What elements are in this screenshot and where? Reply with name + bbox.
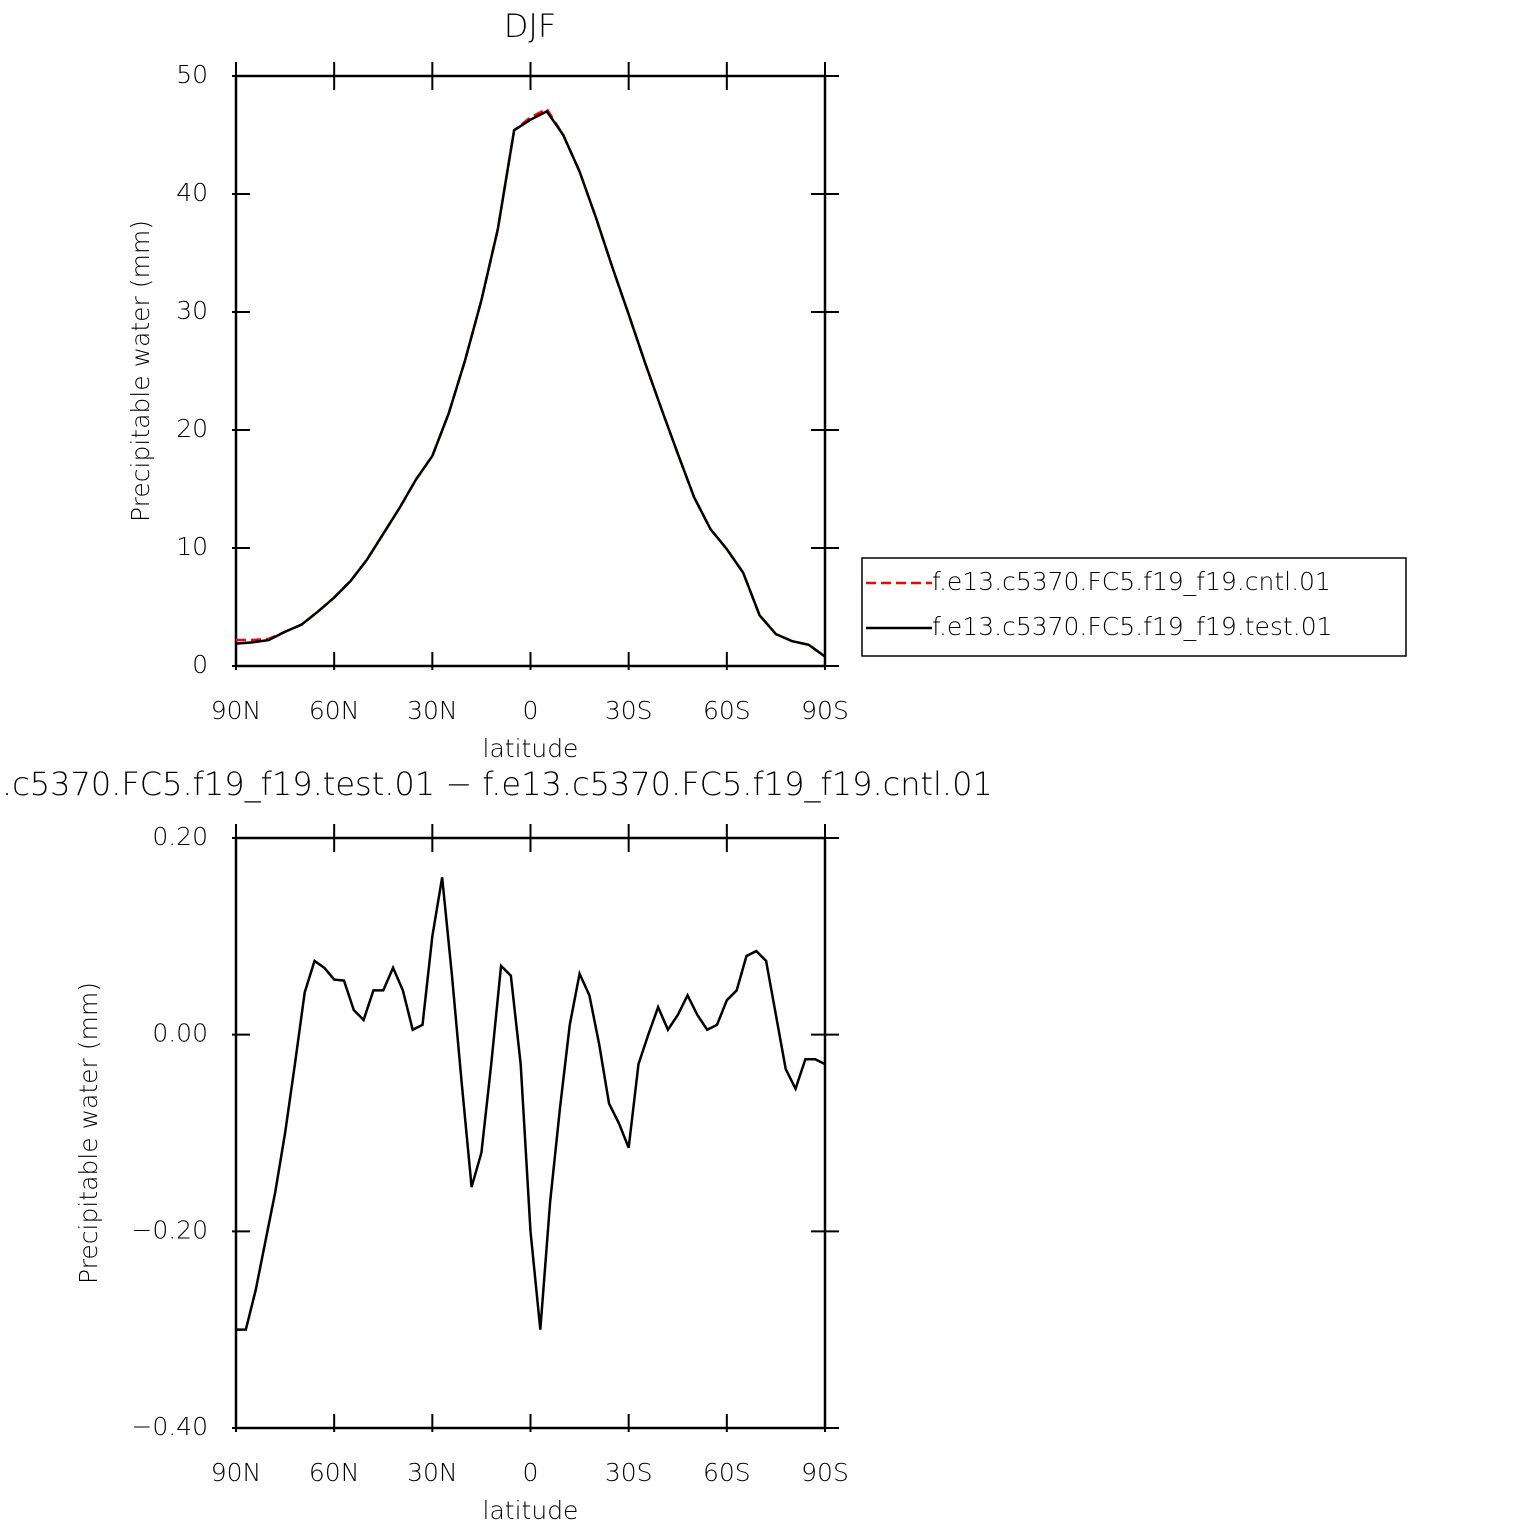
x-tick-label: 30N [407, 1458, 458, 1487]
y-tick-label: −0.20 [131, 1215, 208, 1244]
chart-title: DJF [504, 7, 556, 45]
x-tick-label: 30S [605, 696, 653, 725]
x-tick-label: 60N [309, 696, 360, 725]
y-tick-label: 30 [176, 296, 208, 325]
data-line [236, 877, 826, 1331]
x-tick-label: 90N [211, 696, 262, 725]
plot-frame [234, 74, 827, 668]
x-tick-label: 0 [523, 1458, 539, 1487]
legend-box [861, 557, 1407, 657]
x-tick-label: 30S [605, 1458, 653, 1487]
y-axis-label: Precipitable water (mm) [126, 220, 155, 522]
y-tick-label: 50 [176, 60, 208, 89]
legend-label: f.e13.c5370.FC5.f19_f19.cntl.01 [932, 567, 1331, 596]
x-axis-label: latitude [483, 734, 579, 763]
y-axis-label: Precipitable water (mm) [74, 982, 103, 1284]
data-line [235, 109, 826, 658]
x-tick-label: 90S [801, 1458, 849, 1487]
y-tick-label: −0.40 [131, 1412, 208, 1441]
y-tick-label: 10 [176, 532, 208, 561]
chart-title: .c5370.FC5.f19_f19.test.01 − f.e13.c5370… [2, 765, 993, 803]
x-tick-label: 60S [703, 1458, 751, 1487]
y-tick-label: 0.00 [152, 1019, 208, 1048]
plot-frame [234, 836, 827, 1430]
x-axis-label: latitude [483, 1496, 579, 1525]
data-line [236, 107, 826, 658]
y-tick-label: 0 [192, 650, 208, 679]
y-tick-label: 20 [176, 414, 208, 443]
y-tick-label: 0.20 [152, 822, 208, 851]
x-tick-label: 30N [407, 696, 458, 725]
x-tick-label: 90S [801, 696, 849, 725]
y-tick-label: 40 [176, 178, 208, 207]
x-tick-label: 60N [309, 1458, 360, 1487]
x-tick-label: 90N [211, 1458, 262, 1487]
x-tick-label: 0 [523, 696, 539, 725]
x-tick-label: 60S [703, 696, 751, 725]
legend-label: f.e13.c5370.FC5.f19_f19.test.01 [932, 612, 1333, 641]
